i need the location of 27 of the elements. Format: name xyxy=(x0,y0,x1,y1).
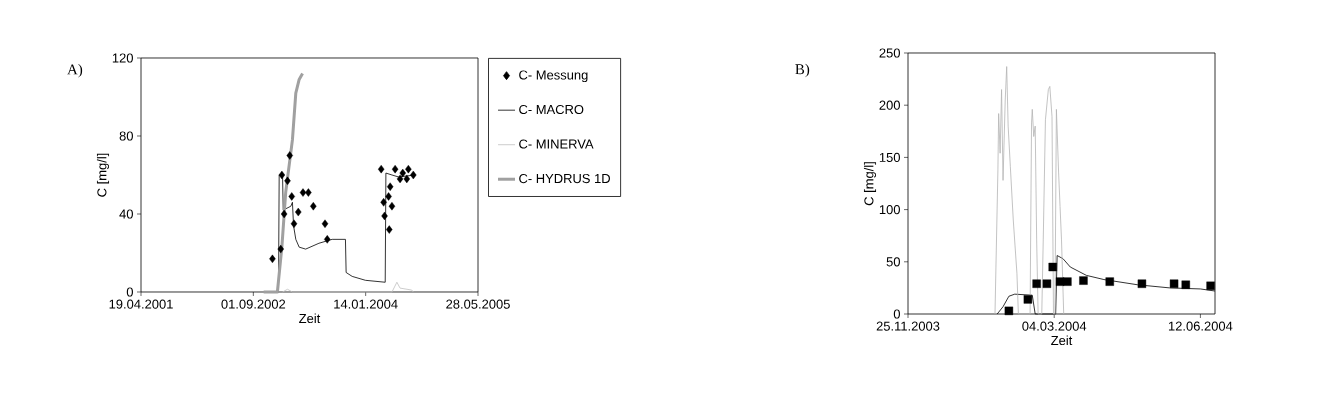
x-tick-label: 04.03.2004 xyxy=(1022,321,1087,331)
y-tick-label: 100 xyxy=(879,205,900,215)
y-tick-label: 150 xyxy=(879,152,900,162)
legend-label: C- MINERVA xyxy=(519,139,594,149)
y-tick-label: 0 xyxy=(893,309,900,319)
x-tick-label: 28.05.2005 xyxy=(446,299,510,309)
legend-label: C- MACRO xyxy=(519,104,584,115)
x-tick-label: 19.04.2001 xyxy=(109,299,173,309)
y-tick-label: 200 xyxy=(879,100,900,110)
legend-label: C- HYDRUS 1D xyxy=(519,173,610,184)
y-tick-label: 80 xyxy=(119,131,133,141)
x-tick-label: 25.11.2003 xyxy=(876,321,940,331)
x-axis-title: Zeit xyxy=(299,313,321,324)
y-tick-label: 50 xyxy=(886,257,900,267)
y-tick-label: 250 xyxy=(879,48,900,58)
chart-title: A) xyxy=(67,63,83,78)
x-tick-label: 12.06.2004 xyxy=(1168,321,1233,331)
y-tick-label: 40 xyxy=(119,209,133,219)
x-tick-label: 14.01.2004 xyxy=(334,299,398,309)
x-axis-title: Zeit xyxy=(1051,335,1073,346)
y-tick-label: 0 xyxy=(126,287,133,297)
y-axis-title: C [mg/l] xyxy=(863,162,877,206)
x-tick-label: 01.09.2002 xyxy=(221,299,286,309)
y-axis-title: C [mg/l] xyxy=(96,153,110,197)
y-tick-label: 120 xyxy=(112,53,133,63)
text: B) xyxy=(795,63,810,78)
legend-label: C- Messung xyxy=(519,70,588,83)
